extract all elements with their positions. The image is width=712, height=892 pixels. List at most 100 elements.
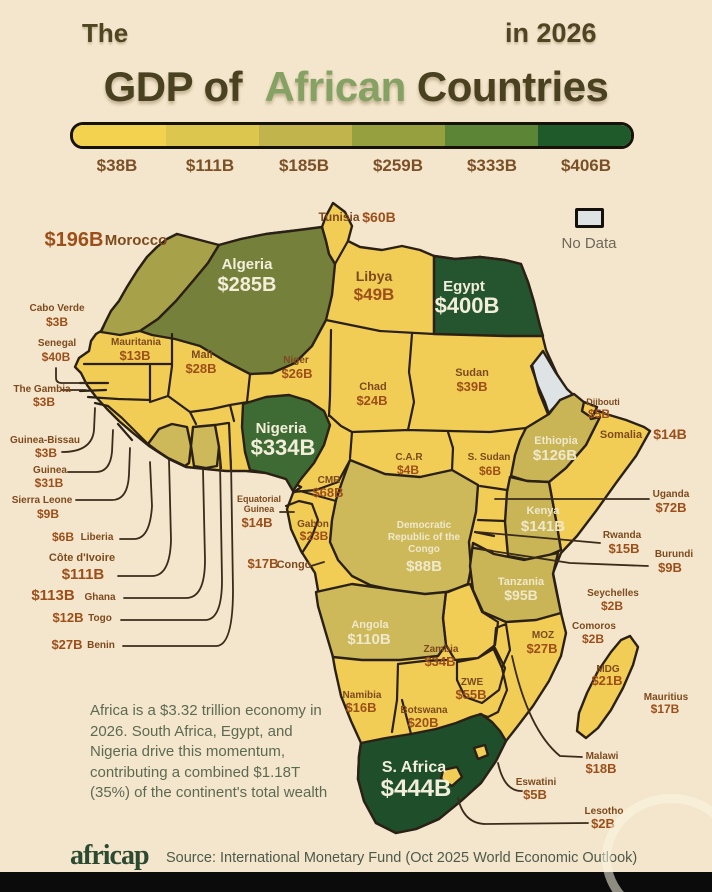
title-the: The	[82, 18, 129, 48]
label-somalia-name: Somalia	[600, 429, 643, 441]
label-guinea-name: Guinea	[33, 465, 67, 476]
country-egypt	[432, 254, 545, 338]
label-mali-name: Mali	[191, 349, 212, 361]
scale-tick-6: $406B	[560, 156, 612, 175]
scale-seg-1	[73, 125, 166, 146]
label-mauritania-value: $13B	[119, 348, 150, 363]
label-car-value: $4B	[397, 463, 419, 477]
label-comoros-value: $2B	[582, 632, 604, 646]
country-ghana	[189, 423, 221, 470]
borders-west-africa	[78, 332, 250, 471]
label-kenya-value: $141B	[521, 518, 565, 535]
label-togo-value: $12B	[52, 610, 83, 625]
label-togo-name: Togo	[88, 613, 112, 624]
label-mauritania-name: Mauritania	[111, 337, 161, 348]
label-drc-name-3: Congo	[408, 544, 440, 555]
bottom-black-bar	[0, 872, 712, 892]
label-congo-name: Congo	[277, 559, 312, 571]
label-guinea-bissau-name: Guinea-Bissau	[10, 435, 80, 446]
label-mauritius-name: Mauritius	[644, 692, 689, 703]
scale-seg-2	[166, 125, 259, 146]
label-drc-value: $88B	[406, 558, 442, 575]
label-uganda-value: $72B	[655, 500, 686, 515]
label-car-name: C.A.R	[395, 452, 423, 463]
label-eswatini-value: $5B	[523, 787, 547, 802]
label-liberia-name: Liberia	[81, 532, 114, 543]
africap-logo: africap	[70, 840, 150, 871]
label-sudan-value: $39B	[456, 379, 487, 394]
title-year: in 2026	[505, 18, 597, 48]
label-namibia-value: $16B	[345, 700, 376, 715]
label-mdg-value: $21B	[591, 673, 622, 688]
label-eq-guinea-name-1: Equatorial	[237, 494, 281, 504]
source-attribution: Source: International Monetary Fund (Oct…	[166, 850, 638, 866]
label-moz-value: $27B	[526, 641, 557, 656]
title-dark2: Countries	[416, 63, 609, 110]
label-chad-value: $24B	[356, 393, 387, 408]
label-zwe-name: ZWE	[461, 677, 484, 688]
label-s-africa-name: S. Africa	[382, 759, 446, 776]
borders-southern-africa	[390, 582, 512, 736]
label-botswana-name: Botswana	[400, 705, 448, 716]
label-djibouti-value: $5B	[588, 407, 610, 421]
country-djibouti	[580, 400, 599, 420]
label-seychelles-value: $2B	[601, 599, 623, 613]
callout-lines-right	[457, 498, 650, 825]
label-lesotho-name: Lesotho	[585, 806, 624, 817]
label-mali-value: $28B	[185, 361, 216, 376]
label-mauritius-value: $17B	[651, 702, 680, 716]
page-title: GDP of African Countries	[0, 63, 712, 111]
label-sierra-leone-value: $9B	[37, 507, 59, 521]
label-algeria-name: Algeria	[222, 256, 274, 273]
label-nigeria-name: Nigeria	[256, 420, 308, 437]
scale-tick-4: $259B	[372, 156, 424, 175]
label-ethiopia-value: $126B	[533, 447, 577, 464]
label-zwe-value: $55B	[455, 687, 486, 702]
watermark-circle	[602, 794, 712, 892]
label-guinea-bissau-value: $3B	[35, 446, 57, 460]
label-malawi-name: Malawi	[586, 751, 619, 762]
label-ethiopia-name: Ethiopia	[534, 435, 578, 447]
label-congo-value: $17B	[247, 556, 278, 571]
label-somalia-value: $14B	[653, 426, 686, 442]
scale-seg-5	[445, 125, 538, 146]
label-uganda-name: Uganda	[653, 489, 690, 500]
label-s-africa-value: $444B	[381, 775, 452, 802]
label-burundi-name: Burundi	[655, 549, 694, 560]
label-eswatini-name: Eswatini	[516, 777, 557, 788]
label-nigeria-value: $334B	[251, 435, 316, 460]
label-cote-divoire-value: $111B	[62, 566, 105, 583]
label-angola-value: $110B	[347, 631, 391, 648]
country-lesotho	[439, 765, 464, 788]
label-drc-name-1: Democratic	[397, 520, 452, 531]
label-ghana-value: $113B	[31, 587, 75, 604]
scale-tick-5: $333B	[466, 156, 518, 175]
callout-lines-left	[55, 367, 325, 647]
label-ghana-name: Ghana	[84, 592, 116, 603]
title-green: African	[264, 63, 407, 110]
label-drc-name-2: Republic of the	[388, 532, 461, 543]
borders-central-africa	[284, 364, 551, 555]
country-algeria	[138, 225, 337, 376]
label-senegal-name: Senegal	[38, 338, 77, 349]
label-moz-name: MOZ	[532, 630, 554, 641]
label-cote-divoire-name: Côte d'Ivoire	[49, 552, 115, 564]
label-zambia-name: Zambia	[423, 644, 458, 655]
label-zambia-value: $34B	[424, 654, 455, 669]
label-tunisia-name: Tunisia	[318, 210, 359, 224]
label-malawi-value: $18B	[585, 761, 616, 776]
label-senegal-value: $40B	[42, 350, 71, 364]
label-eq-guinea-value: $14B	[241, 515, 272, 530]
country-eswatini	[472, 743, 490, 761]
label-eq-guinea-name-2: Guinea	[244, 504, 276, 514]
label-cabo-verde-name: Cabo Verde	[29, 303, 84, 314]
scale-seg-6	[538, 125, 631, 146]
label-s-sudan-name: S. Sudan	[468, 452, 511, 463]
label-chad-name: Chad	[359, 381, 387, 393]
label-niger-name: Niger	[283, 355, 309, 366]
label-gambia-name: The Gambia	[13, 384, 71, 395]
label-cmr-name: CMR	[318, 475, 342, 486]
label-burundi-value: $9B	[658, 560, 682, 575]
no-data-swatch	[575, 208, 604, 228]
